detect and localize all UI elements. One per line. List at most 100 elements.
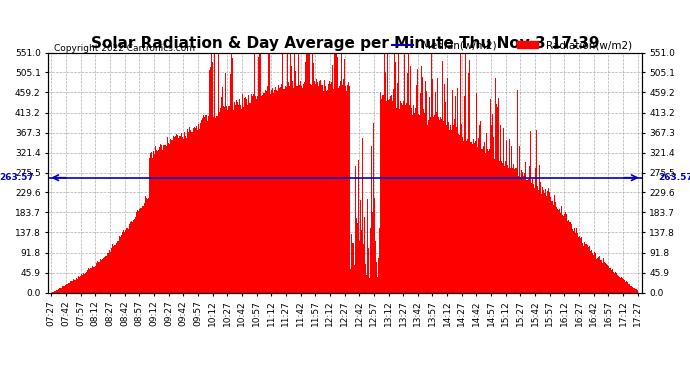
Bar [439, 108, 440, 292]
Bar [288, 86, 290, 292]
Bar [489, 149, 491, 292]
Bar [590, 251, 591, 292]
Bar [112, 244, 113, 292]
Bar [63, 286, 64, 292]
Bar [470, 142, 471, 292]
Bar [106, 253, 108, 292]
Bar [416, 86, 417, 292]
Bar [553, 205, 554, 292]
Bar [604, 262, 605, 292]
Bar [90, 268, 91, 292]
Bar [577, 232, 578, 292]
Bar [633, 288, 634, 292]
Bar [407, 73, 408, 292]
Bar [70, 281, 71, 292]
Bar [593, 255, 594, 292]
Bar [471, 142, 472, 292]
Bar [170, 139, 171, 292]
Bar [529, 166, 530, 292]
Bar [502, 163, 503, 292]
Bar [612, 269, 613, 292]
Bar [516, 168, 517, 292]
Bar [176, 134, 177, 292]
Bar [195, 128, 196, 292]
Bar [233, 110, 234, 292]
Bar [186, 138, 187, 292]
Bar [226, 106, 227, 292]
Bar [68, 283, 70, 292]
Bar [96, 263, 97, 292]
Bar [89, 270, 90, 292]
Bar [605, 262, 606, 292]
Bar [585, 244, 586, 292]
Bar [307, 53, 308, 292]
Bar [428, 97, 430, 292]
Bar [424, 113, 425, 292]
Bar [266, 92, 267, 292]
Bar [84, 274, 85, 292]
Bar [94, 267, 95, 292]
Bar [251, 94, 253, 292]
Bar [599, 256, 600, 292]
Bar [78, 276, 79, 292]
Bar [323, 92, 324, 292]
Bar [314, 81, 315, 292]
Bar [418, 114, 419, 292]
Bar [64, 285, 66, 292]
Bar [316, 79, 317, 292]
Bar [265, 90, 266, 292]
Bar [184, 132, 185, 292]
Bar [367, 199, 368, 292]
Bar [236, 100, 237, 292]
Bar [178, 138, 179, 292]
Bar [129, 224, 130, 292]
Bar [100, 259, 101, 292]
Bar [390, 96, 391, 292]
Bar [211, 53, 213, 292]
Bar [435, 112, 437, 292]
Bar [598, 257, 599, 292]
Bar [131, 221, 132, 292]
Bar [624, 282, 626, 292]
Bar [568, 220, 569, 292]
Bar [611, 270, 612, 292]
Bar [77, 279, 78, 292]
Bar [120, 237, 121, 292]
Bar [386, 53, 388, 292]
Bar [222, 87, 223, 292]
Bar [313, 63, 314, 292]
Bar [328, 84, 329, 292]
Bar [364, 217, 365, 292]
Bar [487, 149, 489, 292]
Bar [159, 147, 160, 292]
Bar [503, 128, 504, 292]
Bar [199, 123, 201, 292]
Bar [610, 268, 611, 292]
Bar [505, 161, 506, 292]
Bar [274, 90, 275, 292]
Bar [277, 91, 278, 292]
Bar [388, 99, 390, 292]
Bar [408, 53, 409, 292]
Bar [150, 152, 152, 292]
Bar [103, 258, 104, 292]
Bar [255, 96, 257, 292]
Bar [82, 275, 83, 292]
Title: Solar Radiation & Day Average per Minute Thu Nov 3 17:39: Solar Radiation & Day Average per Minute… [91, 36, 599, 51]
Bar [362, 138, 363, 292]
Bar [121, 235, 122, 292]
Bar [455, 96, 456, 292]
Bar [83, 273, 84, 292]
Bar [309, 53, 310, 292]
Bar [169, 144, 170, 292]
Bar [514, 169, 515, 292]
Bar [59, 288, 61, 292]
Bar [275, 87, 276, 292]
Bar [312, 53, 313, 292]
Bar [405, 105, 406, 292]
Bar [456, 127, 457, 292]
Bar [497, 106, 498, 292]
Bar [578, 236, 580, 292]
Bar [244, 98, 245, 292]
Bar [91, 268, 92, 292]
